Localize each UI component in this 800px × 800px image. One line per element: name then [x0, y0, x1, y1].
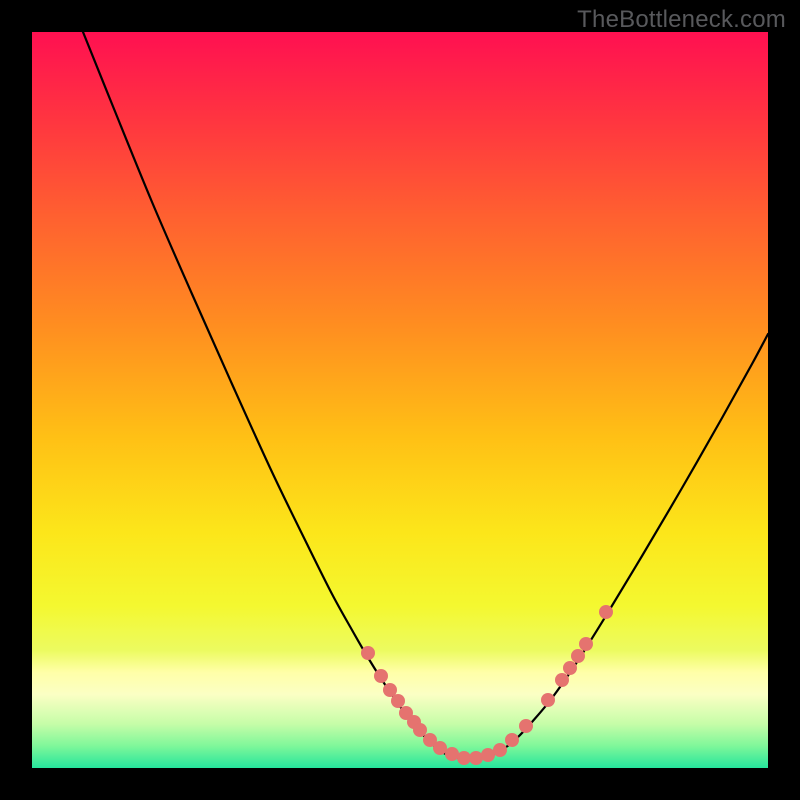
- marker-point: [457, 751, 471, 765]
- chart-frame: TheBottleneck.com: [0, 0, 800, 800]
- marker-point: [579, 637, 593, 651]
- marker-point: [541, 693, 555, 707]
- marker-point: [469, 751, 483, 765]
- marker-point: [391, 694, 405, 708]
- marker-point: [374, 669, 388, 683]
- marker-point: [555, 673, 569, 687]
- marker-point: [519, 719, 533, 733]
- plot-svg: [32, 32, 768, 768]
- marker-point: [571, 649, 585, 663]
- marker-point: [433, 741, 447, 755]
- marker-point: [505, 733, 519, 747]
- marker-point: [445, 747, 459, 761]
- watermark-label: TheBottleneck.com: [577, 6, 786, 33]
- marker-point: [481, 748, 495, 762]
- marker-point: [493, 743, 507, 757]
- watermark-text: TheBottleneck.com: [577, 6, 786, 34]
- gradient-background: [32, 32, 768, 768]
- marker-point: [413, 723, 427, 737]
- marker-point: [361, 646, 375, 660]
- marker-point: [563, 661, 577, 675]
- plot-area: [32, 32, 768, 768]
- marker-point: [599, 605, 613, 619]
